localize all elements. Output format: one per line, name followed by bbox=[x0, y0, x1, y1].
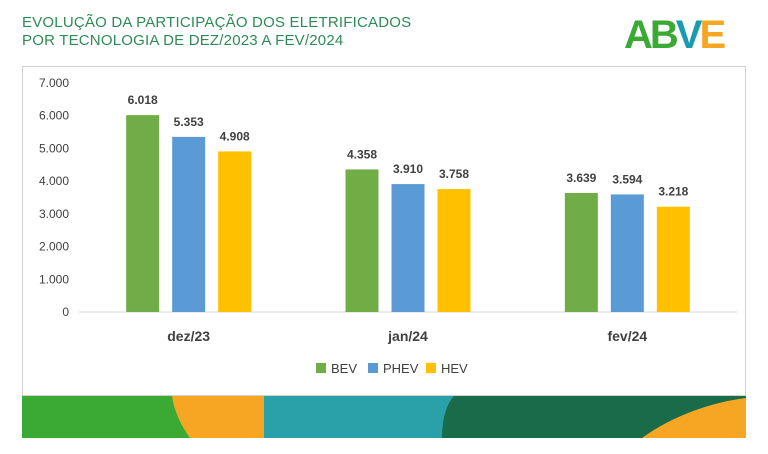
footer-color-band bbox=[22, 396, 746, 438]
legend-swatch-bev bbox=[316, 363, 326, 373]
bar-phev-1 bbox=[391, 184, 425, 312]
footer-teal-block bbox=[264, 396, 454, 438]
y-tick-label: 6.000 bbox=[39, 109, 69, 123]
legend-swatch-phev bbox=[368, 363, 378, 373]
legend-label-hev: HEV bbox=[441, 361, 468, 376]
data-label-bev-2: 3.639 bbox=[566, 171, 596, 185]
footer-orange-curve bbox=[642, 398, 746, 438]
chart-title-line-1: EVOLUÇÃO DA PARTICIPAÇÃO DOS ELETRIFICAD… bbox=[22, 14, 412, 31]
y-tick-label: 2.000 bbox=[39, 240, 69, 254]
footer-orange-block bbox=[172, 396, 264, 438]
data-label-phev-0: 5.353 bbox=[174, 115, 204, 129]
footer-decoration bbox=[22, 396, 746, 438]
data-label-bev-0: 6.018 bbox=[128, 93, 158, 107]
bar-bev-0 bbox=[126, 115, 160, 312]
x-category-label: fev/24 bbox=[607, 328, 647, 344]
data-label-hev-2: 3.218 bbox=[658, 185, 688, 199]
bar-chart: 0 1.000 2.000 3.000 4.000 5.000 6.000 7.000 6.01… bbox=[39, 76, 737, 376]
bar-bev-1 bbox=[345, 169, 379, 312]
y-tick-label: 7.000 bbox=[39, 76, 69, 90]
bar-phev-2 bbox=[610, 194, 644, 312]
data-label-phev-1: 3.910 bbox=[393, 162, 423, 176]
bar-hev-1 bbox=[437, 189, 471, 312]
x-category-label: dez/23 bbox=[167, 328, 210, 344]
data-label-hev-0: 4.908 bbox=[220, 129, 250, 143]
logo-text: ABVE bbox=[624, 13, 725, 52]
legend-swatch-hev bbox=[426, 363, 436, 373]
data-label-phev-2: 3.594 bbox=[612, 172, 642, 186]
y-tick-label: 5.000 bbox=[39, 141, 69, 155]
y-tick-label: 1.000 bbox=[39, 272, 69, 286]
abve-logo: ABVE bbox=[622, 12, 746, 57]
y-tick-label: 4.000 bbox=[39, 174, 69, 188]
bar-phev-0 bbox=[172, 136, 206, 312]
chart-title: EVOLUÇÃO DA PARTICIPAÇÃO DOS ELETRIFICAD… bbox=[22, 14, 411, 50]
data-label-hev-1: 3.758 bbox=[439, 167, 469, 181]
x-category-label: jan/24 bbox=[387, 328, 428, 344]
legend-label-phev: PHEV bbox=[383, 361, 419, 376]
bar-hev-0 bbox=[218, 151, 252, 312]
y-tick-label: 0 bbox=[62, 305, 69, 319]
bar-hev-2 bbox=[656, 206, 690, 312]
chart-title-line-2: POR TECNOLOGIA DE DEZ/2023 A FEV/2024 bbox=[22, 32, 344, 49]
y-tick-label: 3.000 bbox=[39, 207, 69, 221]
chart-panel: 0 1.000 2.000 3.000 4.000 5.000 6.000 7.000 6.01… bbox=[22, 66, 746, 396]
legend-label-bev: BEV bbox=[331, 361, 357, 376]
bar-bev-2 bbox=[564, 192, 598, 312]
data-label-bev-1: 4.358 bbox=[347, 147, 377, 161]
